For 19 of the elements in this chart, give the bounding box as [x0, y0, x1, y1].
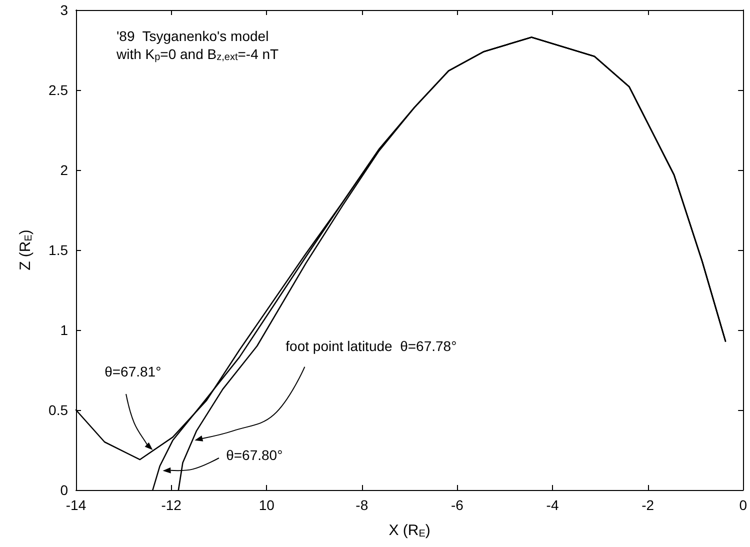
- y-tick-label: 0: [60, 482, 68, 498]
- y-tick-label: 2: [60, 162, 68, 178]
- annotation: foot point latitude θ=67.78°: [286, 338, 457, 354]
- annotation: θ=67.81°: [104, 364, 162, 380]
- y-tick-label: 3: [60, 2, 68, 18]
- y-axis-title: Z (RE): [17, 230, 34, 270]
- y-tick-label: 1.5: [48, 242, 68, 258]
- x-tick-label: -14: [66, 497, 86, 513]
- x-tick-label: 0: [739, 497, 748, 513]
- x-tick-label: -4: [546, 497, 559, 513]
- y-tick-label: 2.5: [48, 82, 68, 98]
- x-tick-label: -12: [161, 497, 182, 513]
- x-tick-label: 10: [258, 497, 275, 513]
- annotation: θ=67.80°: [226, 446, 283, 463]
- x-tick-label: -2: [642, 497, 654, 513]
- y-tick-label: 1: [60, 322, 68, 338]
- y-tick-label: 0.5: [48, 402, 68, 418]
- x-tick-label: -6: [450, 497, 464, 513]
- x-tick-label: -8: [356, 497, 368, 513]
